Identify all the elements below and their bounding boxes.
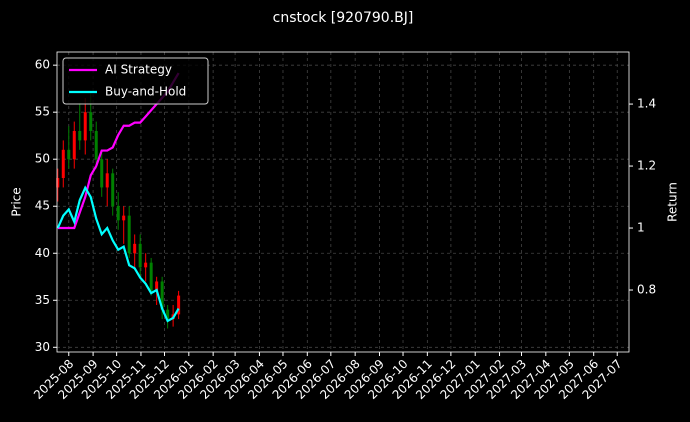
legend-label: AI Strategy [105,63,172,77]
y-tick-label: 30 [35,340,50,354]
y2-tick-label: 0.8 [637,283,656,297]
y2-tick-label: 1.2 [637,159,656,173]
candle-body [177,295,181,315]
candle-body [155,281,159,291]
y-tick-label: 55 [35,105,50,119]
y-axis-label: Price [10,187,24,216]
candle-body [166,309,170,320]
candle-body [105,173,109,188]
candle-body [56,178,60,188]
legend-label: Buy-and-Hold [105,85,186,99]
candle-body [100,159,104,188]
candle-body [67,149,71,160]
candle-body [149,262,153,291]
y2-tick-label: 1 [637,221,645,235]
candle-body [116,206,120,221]
candle-body [133,243,137,254]
plot-frame [56,51,630,353]
candle-body [72,130,76,160]
y-tick-label: 45 [35,199,50,213]
candle-body [83,112,87,141]
y2-tick-label: 1.4 [637,97,656,111]
y-tick-label: 50 [35,152,50,166]
candle-body [94,130,98,160]
y-tick-label: 60 [35,58,50,72]
candle-body [61,149,65,179]
candle-body [144,262,148,268]
candle-body [111,173,115,207]
candle-body [127,215,131,254]
candle-body [78,130,82,141]
y2-axis-label: Return [666,182,680,222]
candle-body [122,215,126,221]
return-line [56,185,180,323]
legend-box [62,57,209,105]
candle-body [138,243,142,268]
candle-body [89,112,93,131]
y-tick-label: 40 [35,246,50,260]
candle-body [160,281,164,310]
y-tick-label: 35 [35,293,50,307]
chart-title: cnstock [920790.BJ] [273,10,414,26]
